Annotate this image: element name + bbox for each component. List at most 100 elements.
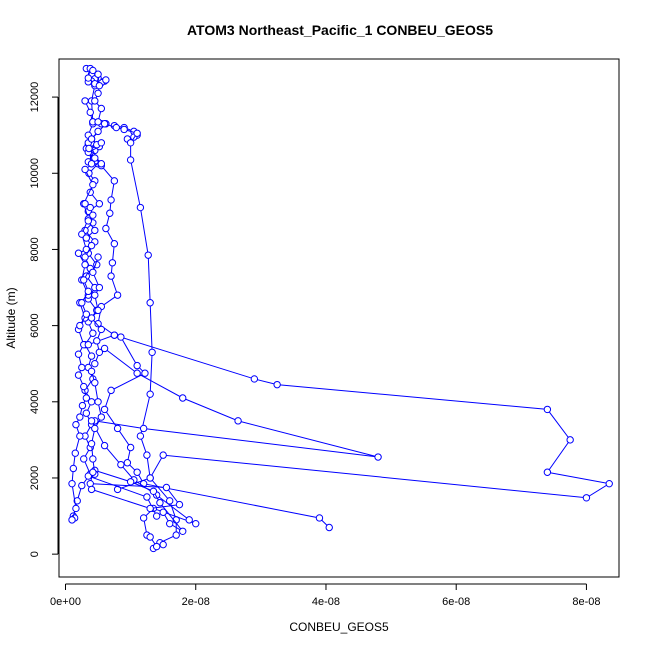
series-14 [84, 64, 106, 126]
data-point [91, 97, 99, 105]
data-point [78, 481, 86, 490]
data-point [159, 540, 167, 549]
y-axis-label: Altitude (m) [4, 287, 18, 348]
data-point [81, 253, 89, 261]
data-point [148, 348, 156, 356]
data-point [102, 76, 110, 84]
x-tick-label: 4e-08 [312, 596, 340, 608]
data-point [84, 217, 93, 225]
data-point [95, 348, 104, 356]
data-point [93, 337, 101, 345]
data-point [74, 371, 83, 379]
data-point [89, 455, 97, 463]
data-point [78, 401, 87, 410]
x-tick-label: 2e-08 [182, 596, 210, 608]
data-point [172, 531, 180, 539]
data-point [97, 104, 106, 113]
data-point [72, 504, 80, 513]
data-point [91, 360, 99, 368]
data-point [166, 519, 174, 528]
data-point [192, 519, 200, 528]
data-point [582, 494, 591, 502]
data-point [87, 160, 96, 168]
data-point [133, 468, 141, 476]
y-tick-label: 0 [29, 551, 41, 557]
data-point [146, 504, 154, 513]
data-point [100, 441, 109, 450]
y-tick-label: 4000 [29, 390, 41, 414]
data-point [86, 108, 94, 117]
data-point [159, 451, 167, 459]
data-point [152, 542, 161, 551]
data-point [143, 451, 151, 459]
data-point [146, 390, 154, 398]
plot-frame [58, 58, 620, 578]
data-point [133, 129, 141, 137]
data-point [89, 329, 97, 337]
data-point [146, 474, 154, 482]
data-point [566, 436, 574, 444]
data-point [123, 459, 132, 467]
data-point [315, 514, 324, 522]
series-line [87, 67, 102, 122]
data-point [91, 291, 99, 299]
data-point [87, 241, 96, 250]
data-point [113, 291, 122, 299]
data-point [95, 283, 104, 292]
series-16 [87, 253, 106, 368]
data-point [110, 177, 119, 185]
data-point [146, 533, 154, 541]
data-point [143, 493, 151, 501]
data-point [97, 160, 106, 168]
series-7 [110, 331, 613, 502]
data-point [107, 196, 115, 204]
data-point [175, 500, 184, 509]
data-point [144, 251, 152, 259]
data-point [73, 497, 81, 505]
data-point [87, 352, 96, 360]
data-point [95, 81, 104, 90]
y-tick-label: 10000 [29, 158, 41, 189]
data-point [84, 287, 93, 296]
data-point [149, 487, 158, 495]
data-point [95, 200, 104, 208]
y-tick-label: 2000 [29, 466, 41, 490]
data-point [112, 123, 121, 132]
data-point [91, 424, 99, 433]
data-point [234, 417, 242, 425]
data-point [605, 479, 613, 488]
data-point [91, 226, 99, 235]
series-15 [76, 200, 99, 330]
data-point [82, 394, 91, 402]
data-point [179, 527, 187, 535]
data-point [82, 310, 91, 318]
data-point [76, 432, 84, 440]
data-point [110, 331, 119, 339]
data-point [141, 369, 149, 377]
y-tick-label: 12000 [29, 82, 41, 113]
data-point [87, 485, 96, 494]
data-point [107, 272, 115, 280]
data-point [102, 224, 110, 233]
data-point [81, 200, 89, 208]
data-point [136, 203, 145, 212]
data-point [94, 127, 102, 136]
data-point [89, 66, 97, 75]
data-point [68, 479, 76, 488]
data-point [250, 375, 259, 383]
data-point [162, 483, 171, 492]
data-point [82, 234, 91, 242]
data-point [133, 361, 141, 370]
data-point [94, 253, 102, 261]
data-point [84, 340, 93, 349]
data-point [156, 499, 164, 507]
data-point [159, 508, 167, 516]
data-point [71, 449, 79, 457]
data-point [273, 380, 281, 389]
data-point [85, 144, 93, 153]
data-point [74, 249, 83, 257]
data-point [91, 154, 99, 162]
series-line [114, 334, 611, 499]
data-point [110, 240, 119, 248]
